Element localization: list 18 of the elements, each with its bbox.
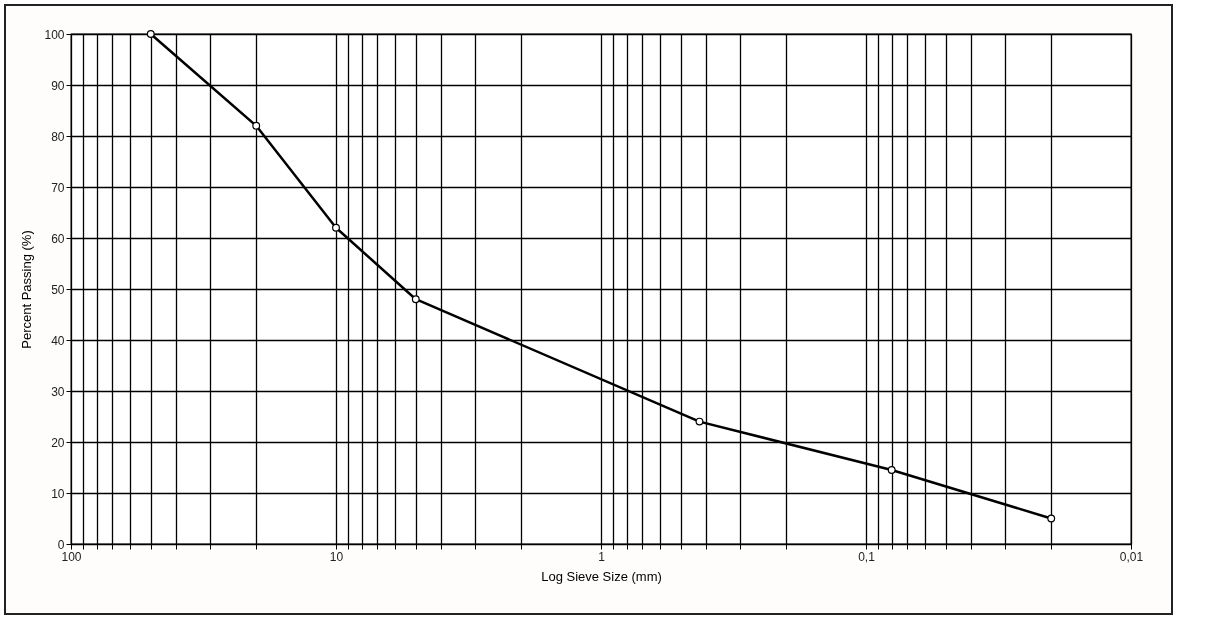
y-tick-label: 60: [51, 231, 65, 246]
y-axis-title: Percent Passing (%): [19, 230, 35, 349]
y-tick-label: 50: [51, 282, 65, 297]
x-axis-title: Log Sieve Size (mm): [541, 568, 662, 584]
y-tick-label: 10: [51, 486, 65, 501]
x-tick-label: 0,01: [1119, 549, 1144, 564]
x-tick-label: 100: [61, 549, 82, 564]
y-tick-label: 40: [51, 333, 65, 348]
y-tick-label: 80: [51, 129, 65, 144]
x-tick-label: 10: [329, 549, 344, 564]
y-tick-label: 90: [51, 78, 65, 93]
y-tick-label: 20: [51, 435, 65, 450]
x-tick-label: 0,1: [858, 549, 876, 564]
y-tick-label: 100: [44, 27, 65, 42]
x-tick-label: 1: [598, 549, 606, 564]
y-tick-label: 30: [51, 384, 65, 399]
y-tick-label: 70: [51, 180, 65, 195]
y-tick-label: 0: [57, 537, 65, 552]
